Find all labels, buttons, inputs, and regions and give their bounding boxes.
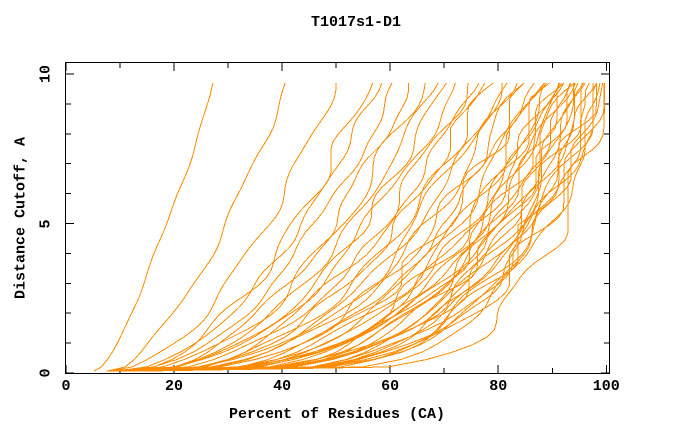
x-tick-label: 40 bbox=[273, 378, 292, 395]
model-curve bbox=[117, 82, 575, 372]
plot-frame bbox=[65, 62, 610, 374]
model-curve bbox=[122, 82, 456, 372]
model-curve bbox=[136, 83, 605, 372]
y-tick-label: 5 bbox=[37, 219, 55, 229]
model-curve bbox=[119, 82, 426, 372]
y-tick-label: 10 bbox=[37, 65, 55, 84]
y-tick-label: 0 bbox=[37, 368, 55, 378]
model-curve bbox=[121, 83, 605, 372]
x-tick-label: 80 bbox=[489, 378, 508, 395]
model-curve bbox=[113, 82, 439, 372]
model-curve bbox=[124, 82, 598, 372]
chart-title: T1017s1-D1 bbox=[310, 14, 402, 31]
model-curve bbox=[118, 82, 525, 372]
model-curve bbox=[130, 82, 604, 372]
model-curve bbox=[119, 82, 583, 372]
model-curve bbox=[93, 82, 214, 372]
x-tick-label: 20 bbox=[165, 378, 184, 395]
model-curve bbox=[122, 82, 585, 372]
model-curve bbox=[116, 82, 590, 372]
model-curve bbox=[111, 82, 374, 372]
model-curve bbox=[114, 82, 546, 372]
model-curve bbox=[114, 82, 518, 372]
plot-canvas bbox=[66, 63, 609, 373]
x-tick-label: 100 bbox=[592, 378, 620, 395]
model-curve bbox=[125, 82, 545, 372]
y-axis-label: Distance Cutoff, A bbox=[12, 136, 30, 300]
model-curve bbox=[122, 82, 560, 372]
model-curve bbox=[118, 82, 561, 372]
model-curve bbox=[128, 82, 565, 372]
model-curve bbox=[110, 82, 393, 372]
model-curve bbox=[122, 82, 525, 372]
model-curve bbox=[109, 82, 337, 372]
x-axis-label: Percent of Residues (CA) bbox=[228, 406, 446, 423]
model-curve bbox=[119, 82, 480, 372]
model-curve bbox=[106, 82, 286, 372]
model-curve bbox=[119, 82, 508, 372]
model-curve bbox=[119, 82, 547, 372]
model-curve bbox=[125, 82, 576, 372]
model-curve bbox=[128, 82, 598, 372]
model-curve bbox=[114, 82, 383, 372]
model-curve bbox=[117, 83, 410, 372]
model-curve bbox=[111, 82, 486, 372]
model-curve bbox=[118, 82, 601, 372]
model-curve bbox=[125, 82, 494, 372]
model-curve bbox=[118, 83, 574, 372]
model-curve bbox=[121, 82, 535, 372]
model-curve bbox=[124, 82, 565, 372]
x-tick-label: 0 bbox=[61, 378, 71, 395]
model-curve bbox=[125, 83, 594, 372]
model-curve bbox=[115, 82, 563, 372]
model-curve bbox=[114, 82, 469, 372]
x-tick-label: 60 bbox=[381, 378, 400, 395]
